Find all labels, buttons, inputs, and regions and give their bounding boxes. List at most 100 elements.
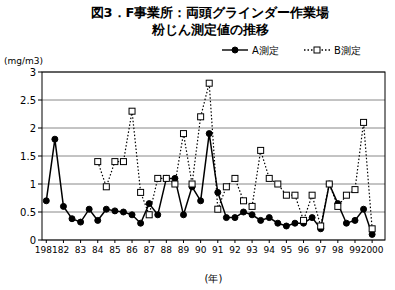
y-tick-label: 2 — [30, 123, 36, 134]
y-tick-label: 2.5 — [20, 95, 36, 106]
point — [215, 206, 221, 212]
x-tick — [252, 240, 253, 243]
x-tick — [337, 240, 338, 243]
point — [60, 203, 66, 209]
x-tick-label: 2000 — [361, 245, 384, 255]
y-tick — [38, 212, 42, 213]
point — [138, 220, 144, 226]
point — [232, 215, 238, 221]
title: 図3．F事業所：両頭グラインダー作業場 — [91, 5, 330, 20]
point — [309, 215, 315, 221]
x-tick-label: 85 — [109, 245, 120, 255]
point — [326, 181, 332, 187]
x-tick-label: 98 — [332, 245, 344, 255]
x-axis-label: (年) — [205, 273, 223, 284]
x-tick — [372, 240, 373, 243]
point — [232, 175, 238, 181]
point — [361, 206, 367, 212]
x-tick — [80, 240, 81, 243]
x-tick-label: 96 — [298, 245, 310, 255]
point — [241, 198, 247, 204]
x-tick — [166, 240, 167, 243]
x-tick-label: 82 — [58, 245, 69, 255]
x-tick-label: 88 — [161, 245, 173, 255]
y-tick — [38, 100, 42, 101]
point — [163, 175, 169, 181]
point — [301, 217, 307, 223]
point — [309, 192, 315, 198]
point — [129, 212, 135, 218]
x-tick-label: 86 — [126, 245, 138, 255]
point — [352, 217, 358, 223]
point — [198, 198, 204, 204]
grid-line — [42, 156, 385, 157]
x-tick-label: 83 — [75, 245, 86, 255]
legend-marker — [232, 47, 238, 53]
point — [69, 216, 75, 222]
x-tick — [320, 240, 321, 243]
x-tick — [200, 240, 201, 243]
point — [249, 203, 255, 209]
y-tick-label: 0.5 — [20, 207, 36, 218]
point — [172, 181, 178, 187]
x-tick-label: 95 — [281, 245, 292, 255]
x-tick-label: 93 — [246, 245, 257, 255]
point — [215, 189, 221, 195]
title: 粉じん測定値の推移 — [151, 22, 269, 37]
legend: A測定B測定 — [222, 45, 361, 56]
y-tick — [38, 184, 42, 185]
y-axis-label: (mg/m3) — [4, 56, 43, 66]
point — [369, 226, 375, 232]
x-tick — [217, 240, 218, 243]
x-tick-label: 97 — [315, 245, 326, 255]
point — [343, 192, 349, 198]
point — [283, 223, 289, 229]
point — [95, 217, 101, 223]
point — [223, 215, 229, 221]
x-tick-label: 87 — [143, 245, 154, 255]
x-tick — [234, 240, 235, 243]
plot-frame — [42, 72, 385, 240]
point — [266, 175, 272, 181]
point — [180, 131, 186, 137]
point — [292, 220, 298, 226]
point — [112, 159, 118, 165]
point — [78, 219, 84, 225]
legend-label: B測定 — [334, 45, 361, 56]
x-tick — [97, 240, 98, 243]
point — [198, 114, 204, 120]
point — [95, 159, 101, 165]
point — [206, 131, 212, 137]
chart: 図3．F事業所：両頭グラインダー作業場粉じん測定値の推移 (mg/m3) (年) 0 0… — [0, 0, 395, 290]
point — [52, 136, 58, 142]
point — [120, 209, 126, 215]
point — [266, 215, 272, 221]
point — [275, 181, 281, 187]
y-tick-label: 0 — [30, 235, 36, 246]
point — [86, 206, 92, 212]
x-tick — [149, 240, 150, 243]
x-tick-label: 89 — [178, 245, 190, 255]
x-tick-label: 84 — [92, 245, 104, 255]
y-tick-label: 3 — [30, 67, 36, 78]
x-tick — [303, 240, 304, 243]
x-tick — [286, 240, 287, 243]
point — [258, 217, 264, 223]
y-tick — [38, 156, 42, 157]
point — [146, 201, 152, 207]
point — [258, 147, 264, 153]
x-tick-label: 90 — [195, 245, 207, 255]
x-tick-label: 94 — [264, 245, 276, 255]
x-tick — [183, 240, 184, 243]
point — [292, 192, 298, 198]
point — [163, 175, 169, 181]
point — [283, 192, 289, 198]
x-tick — [354, 240, 355, 243]
point — [120, 159, 126, 165]
series-line — [46, 134, 372, 235]
point — [138, 189, 144, 195]
y-tick — [38, 240, 42, 241]
x-tick — [114, 240, 115, 243]
plot-area — [43, 80, 375, 237]
point — [146, 212, 152, 218]
